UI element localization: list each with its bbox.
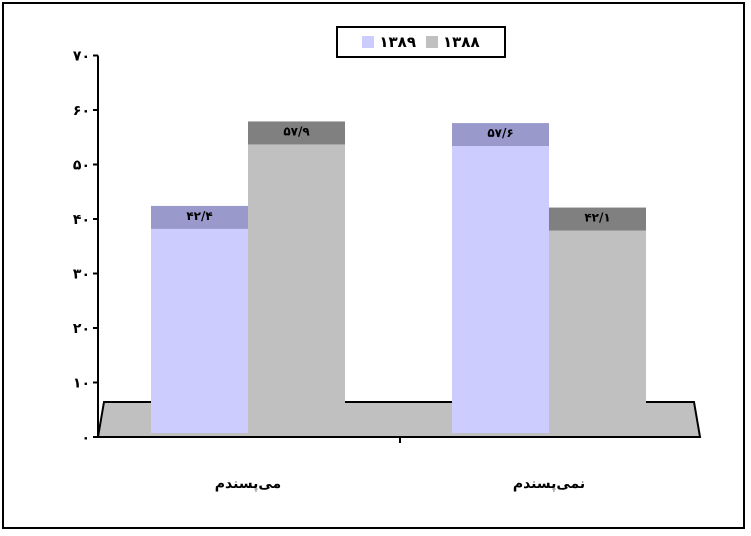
y-tick-label: ۳۰ xyxy=(73,267,90,283)
legend: ۱۳۸۹ ۱۳۸۸ xyxy=(336,26,506,58)
category-label-2: نمی‌پسندم xyxy=(513,476,585,492)
bar-top-2-2 xyxy=(549,207,646,231)
category-label-1: می‌پسندم xyxy=(215,476,281,492)
y-tick-label: ۱۰ xyxy=(73,376,90,392)
bar-2-1 xyxy=(248,144,345,433)
data-label-1-2: ۵۷/۶ xyxy=(487,126,513,140)
data-label-2-1: ۵۷/۹ xyxy=(283,124,310,138)
legend-swatch-series-2 xyxy=(426,36,438,48)
y-tick-label: ۷۰ xyxy=(73,49,90,65)
legend-swatch-series-1 xyxy=(362,36,375,48)
bar-1-1 xyxy=(151,228,248,433)
data-label-1-1: ۴۲/۴ xyxy=(186,209,212,223)
bar-2-2 xyxy=(549,230,646,433)
legend-label-series-1: ۱۳۸۹ xyxy=(379,33,416,51)
y-tick-label: ۰ xyxy=(81,430,90,446)
y-tick-label: ۶۰ xyxy=(73,103,90,119)
bar-1-2 xyxy=(452,146,549,433)
bar-top-1-1 xyxy=(151,205,248,229)
legend-item-series-2: ۱۳۸۸ xyxy=(426,33,480,51)
y-tick-label: ۲۰ xyxy=(73,321,90,337)
bar-top-2-1 xyxy=(248,121,345,145)
y-tick-label: ۴۰ xyxy=(73,212,90,228)
data-label-2-2: ۴۲/۱ xyxy=(584,211,610,225)
legend-item-series-1: ۱۳۸۹ xyxy=(362,33,416,51)
bar-top-1-2 xyxy=(452,123,549,147)
legend-label-series-2: ۱۳۸۸ xyxy=(443,33,480,51)
y-tick-label: ۵۰ xyxy=(73,158,90,174)
